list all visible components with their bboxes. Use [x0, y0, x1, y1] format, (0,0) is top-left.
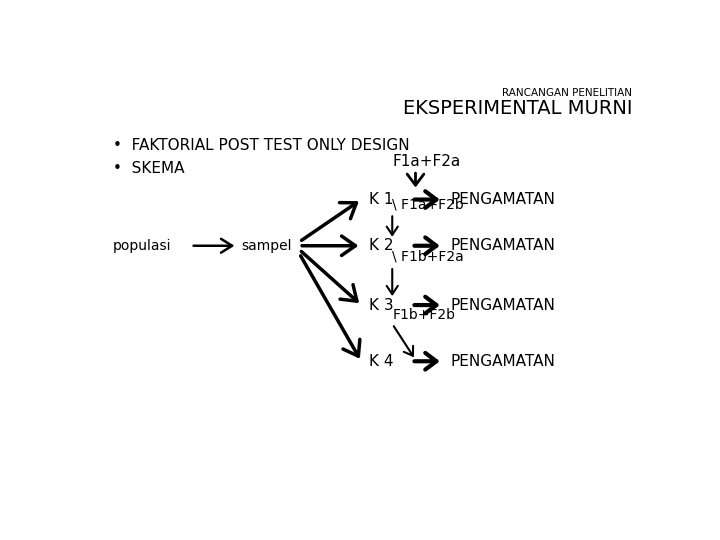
Text: K 4: K 4 — [369, 354, 394, 369]
Text: EKSPERIMENTAL MURNI: EKSPERIMENTAL MURNI — [403, 99, 632, 118]
Text: PENGAMATAN: PENGAMATAN — [451, 354, 555, 369]
Text: •  FAKTORIAL POST TEST ONLY DESIGN: • FAKTORIAL POST TEST ONLY DESIGN — [113, 138, 410, 153]
Text: PENGAMATAN: PENGAMATAN — [451, 192, 555, 207]
Text: F1b+F2b: F1b+F2b — [392, 308, 455, 322]
Text: •  SKEMA: • SKEMA — [113, 161, 185, 176]
Text: RANCANGAN PENELITIAN: RANCANGAN PENELITIAN — [503, 88, 632, 98]
Text: sampel: sampel — [241, 239, 292, 253]
Text: F1a+F2a: F1a+F2a — [392, 154, 461, 168]
Text: K 3: K 3 — [369, 298, 394, 313]
Text: populasi: populasi — [113, 239, 172, 253]
Text: K 2: K 2 — [369, 238, 394, 253]
Text: K 1: K 1 — [369, 192, 394, 207]
Text: PENGAMATAN: PENGAMATAN — [451, 298, 555, 313]
Text: \ F1b+F2a: \ F1b+F2a — [392, 250, 464, 264]
Text: PENGAMATAN: PENGAMATAN — [451, 238, 555, 253]
Text: \ F1a+F2b: \ F1a+F2b — [392, 197, 464, 211]
